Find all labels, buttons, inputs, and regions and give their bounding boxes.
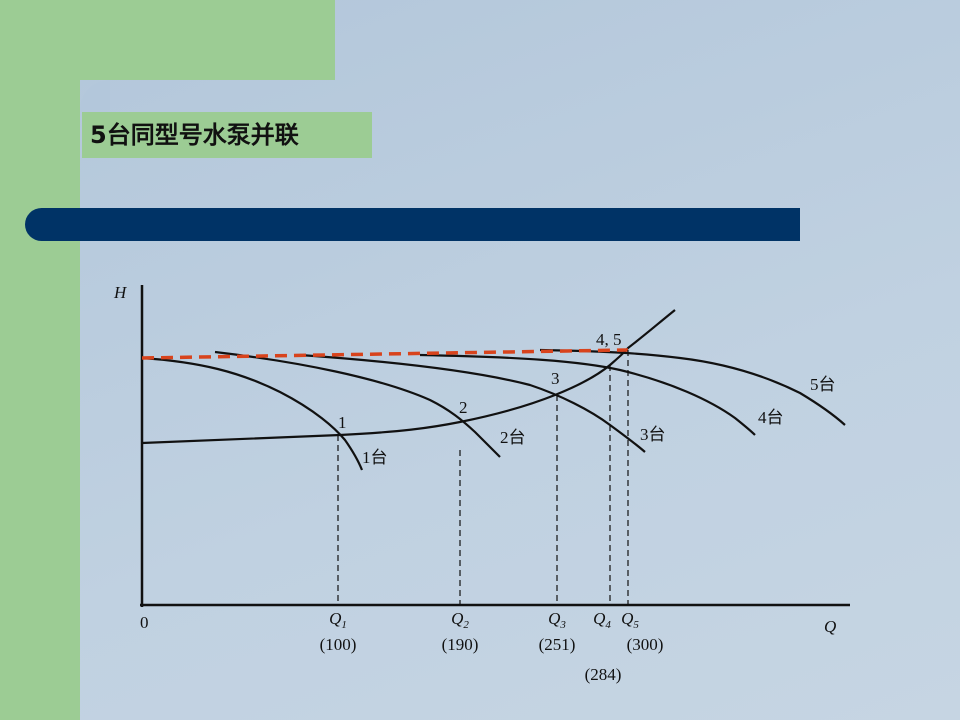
flow-label: Q4 [593,609,611,631]
flow-subscript: 1 [341,619,347,631]
curve-label: 3台 [640,425,666,444]
curve-label: 2台 [500,428,526,447]
curve-4 [419,353,756,436]
flow-subscript: 3 [559,619,566,631]
flow-label: Q2 [451,609,469,631]
flow-subscript: 4 [605,619,611,631]
curve-1 [141,356,364,471]
point-label: 1 [338,413,347,432]
curve-label: 1台 [362,448,388,467]
divider-bar [25,208,800,241]
flow-value: (284) [585,665,622,684]
flow-subscript: 5 [633,619,639,631]
flow-letter: Q [329,609,341,628]
flow-value: (100) [320,635,357,654]
red-dashed-line [141,348,629,360]
point-label: 2 [459,398,468,417]
slide-title: 5台同型号水泵并联 [82,112,372,158]
curve-label: 5台 [810,375,836,394]
point-label: 3 [551,369,560,388]
point-label: 4, 5 [596,330,622,349]
curve-3 [299,353,646,453]
green-strip [0,0,80,720]
flow-letter: Q [548,609,560,628]
flow-subscript: 2 [463,619,469,631]
origin-label: 0 [140,613,149,632]
flow-value: (190) [442,635,479,654]
flow-label: Q5 [621,609,639,631]
curve-label: 4台 [758,408,784,427]
flow-label: Q3 [548,609,566,631]
flow-letter: Q [621,609,633,628]
axis-label: Q [824,617,836,636]
curve-5 [539,348,846,426]
curve-2 [214,350,501,458]
flow-value: (251) [539,635,576,654]
axis-label: H [113,283,128,302]
flow-value: (300) [627,635,664,654]
flow-letter: Q [593,609,605,628]
green-block [0,0,335,80]
flow-letter: Q [451,609,463,628]
flow-label: Q1 [329,609,347,631]
